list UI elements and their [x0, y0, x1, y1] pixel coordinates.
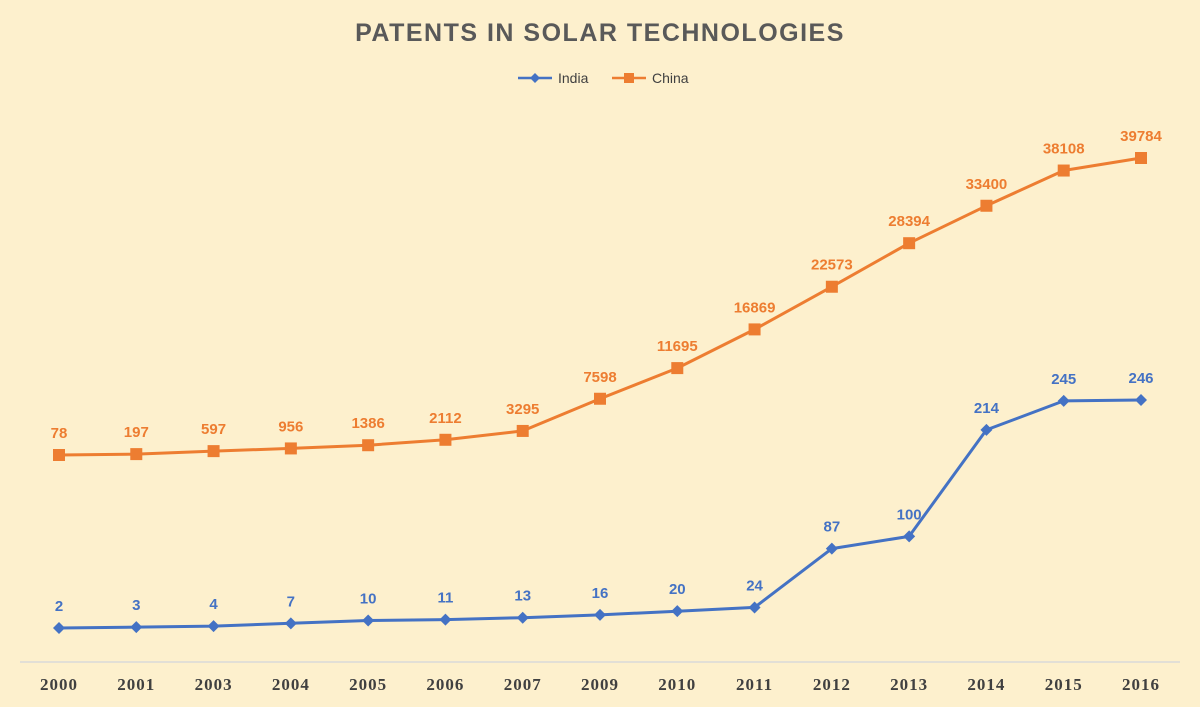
data-label-india: 214	[974, 400, 1000, 417]
chart-title: PATENTS IN SOLAR TECHNOLOGIES	[355, 19, 845, 47]
series-layer: 2 3 4 7 10 11 13 16 20 24 87 100 214 245 246 78 197 597 95…	[51, 128, 1163, 634]
x-tick-label: 2001	[117, 675, 155, 694]
data-label-china: 78	[51, 425, 68, 442]
data-point-india	[516, 611, 529, 624]
data-point-india	[53, 622, 65, 634]
data-label-india: 20	[669, 581, 686, 598]
data-label-india: 11	[437, 590, 453, 607]
data-point-china	[980, 199, 993, 212]
x-tick-label: 2010	[658, 675, 696, 694]
x-tick-label: 2011	[736, 675, 773, 694]
legend-label-china: China	[652, 70, 689, 86]
data-point-india	[748, 601, 761, 614]
data-point-india	[980, 423, 993, 436]
x-tick-label: 2003	[195, 675, 233, 694]
data-point-china	[130, 448, 143, 461]
data-label-china: 1386	[351, 415, 384, 432]
data-label-china: 597	[201, 421, 226, 438]
x-tick-label: 2012	[813, 675, 851, 694]
data-point-china	[1135, 152, 1147, 164]
data-label-india: 13	[514, 588, 531, 605]
data-label-india: 16	[592, 585, 609, 602]
x-tick-label: 2014	[967, 675, 1005, 694]
data-label-china: 3295	[506, 401, 539, 418]
x-tick-label: 2009	[581, 675, 619, 694]
data-point-india	[825, 542, 838, 555]
data-label-india: 24	[746, 577, 763, 594]
x-axis-ticks: 2000 2001 2003 2004 2005 2006 2007 2009 2010 2011…	[40, 675, 1160, 694]
data-label-india: 3	[132, 597, 140, 614]
legend-marker-india	[530, 73, 540, 83]
data-label-india: 7	[287, 593, 295, 610]
data-point-china	[671, 362, 684, 375]
x-tick-label: 2005	[349, 675, 387, 694]
data-point-india	[439, 613, 452, 626]
data-point-india	[362, 614, 375, 627]
data-point-india	[671, 605, 684, 618]
data-label-china: 28394	[888, 213, 930, 230]
data-point-china	[362, 439, 375, 452]
data-point-india	[1057, 394, 1070, 407]
data-point-india	[207, 620, 220, 633]
data-label-india: 100	[897, 506, 922, 523]
legend: India China	[518, 70, 689, 86]
data-point-india	[130, 621, 143, 634]
x-tick-label: 2006	[426, 675, 464, 694]
x-tick-label: 2015	[1045, 675, 1083, 694]
x-tick-label: 2007	[504, 675, 542, 694]
data-point-china	[903, 237, 916, 250]
data-label-india: 87	[824, 519, 841, 536]
data-label-china: 22573	[811, 257, 853, 274]
data-label-china: 16869	[734, 299, 776, 316]
data-point-china	[1057, 164, 1070, 177]
data-point-china	[439, 433, 452, 446]
data-point-china	[207, 445, 220, 458]
x-tick-label: 2016	[1122, 675, 1160, 694]
data-label-india: 2	[55, 598, 63, 615]
data-point-india	[1135, 394, 1147, 406]
data-label-china: 197	[124, 424, 149, 441]
data-label-india: 246	[1128, 370, 1153, 387]
data-label-china: 956	[278, 418, 303, 435]
data-point-china	[53, 449, 65, 461]
data-label-china: 33400	[966, 176, 1008, 193]
data-point-china	[748, 323, 761, 336]
x-tick-label: 2004	[272, 675, 310, 694]
series-india: 2 3 4 7 10 11 13 16 20 24 87 100 214 245 246	[53, 370, 1154, 634]
data-label-china: 39784	[1120, 128, 1162, 145]
x-tick-label: 2000	[40, 675, 78, 694]
data-label-china: 11695	[657, 338, 698, 355]
data-point-india	[284, 617, 297, 630]
legend-marker-china	[624, 73, 634, 83]
data-point-india	[903, 530, 916, 543]
data-label-china: 7598	[583, 369, 616, 386]
legend-item-china: China	[612, 70, 689, 86]
x-tick-label: 2013	[890, 675, 928, 694]
data-point-china	[516, 424, 529, 437]
data-label-india: 245	[1051, 371, 1076, 388]
data-label-china: 2112	[429, 410, 462, 427]
series-china: 78 197 597 956 1386 2112 3295 7598 11695 16869 225…	[51, 128, 1163, 461]
data-point-china	[825, 280, 838, 293]
data-point-china	[284, 442, 297, 455]
data-label-china: 38108	[1043, 141, 1085, 158]
data-point-china	[594, 392, 606, 405]
legend-item-india: India	[518, 70, 589, 86]
data-label-india: 4	[209, 596, 218, 613]
data-point-india	[594, 608, 606, 621]
data-label-india: 10	[360, 591, 377, 608]
legend-label-india: India	[558, 70, 589, 86]
